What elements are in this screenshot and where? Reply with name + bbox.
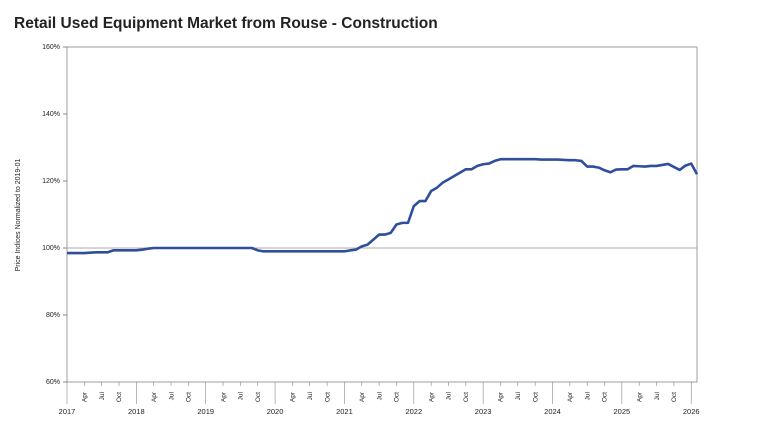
x-tick-label: Oct [602,392,609,402]
chart-title: Retail Used Equipment Market from Rouse … [14,15,438,32]
x-tick-label: Apr [82,391,89,402]
x-tick-label: Oct [116,392,123,402]
x-tick-label: 2024 [544,407,561,416]
x-tick-label: Apr [151,391,158,402]
series-line [67,157,699,255]
x-tick-label: Oct [463,392,470,402]
y-tick-label: 120% [42,178,60,185]
x-tick-label: Jul [376,391,383,400]
x-tick-label: Jul [446,391,453,400]
x-tick-label: Apr [290,391,297,402]
x-tick-label: Apr [636,391,643,402]
x-tick-label: Jul [654,391,661,400]
x-tick-label: Oct [255,392,262,402]
y-tick-label: 60% [46,379,60,386]
x-tick-label: Jul [238,391,245,400]
x-tick-label: 2025 [614,407,631,416]
y-axis-label: Price Indices Normalized to 2019-01 [15,158,22,271]
x-tick-label: 2023 [475,407,492,416]
x-tick-label: Apr [567,391,574,402]
x-tick-label: 2019 [197,407,214,416]
x-tick-label: 2021 [336,407,353,416]
plot-frame [66,46,698,383]
x-tick-label: 2018 [128,407,145,416]
x-tick-label: Apr [220,391,227,402]
x-tick-label: Oct [186,392,193,402]
x-tick-label: Apr [359,391,366,402]
x-tick-label: Jul [515,391,522,400]
y-tick-label: 160% [42,44,60,51]
x-tick-label: Jul [99,391,106,400]
x-tick-label: 2017 [59,407,76,416]
x-tick-label: 2020 [267,407,284,416]
x-tick-label: Oct [394,392,401,402]
x-tick-label: 2022 [405,407,422,416]
x-tick-label: Oct [324,392,331,402]
y-tick-label: 80% [46,312,60,319]
x-tick-label: Oct [671,392,678,402]
x-tick-label: Jul [168,391,175,400]
x-tick-label: Apr [498,391,505,402]
x-tick-label: 2026 [683,407,700,416]
y-tick-label: 140% [42,111,60,118]
y-tick-label: 100% [42,245,60,252]
x-tick-label: Oct [532,392,539,402]
x-tick-label: Apr [428,391,435,402]
x-tick-label: Jul [307,391,314,400]
x-tick-label: Jul [584,391,591,400]
